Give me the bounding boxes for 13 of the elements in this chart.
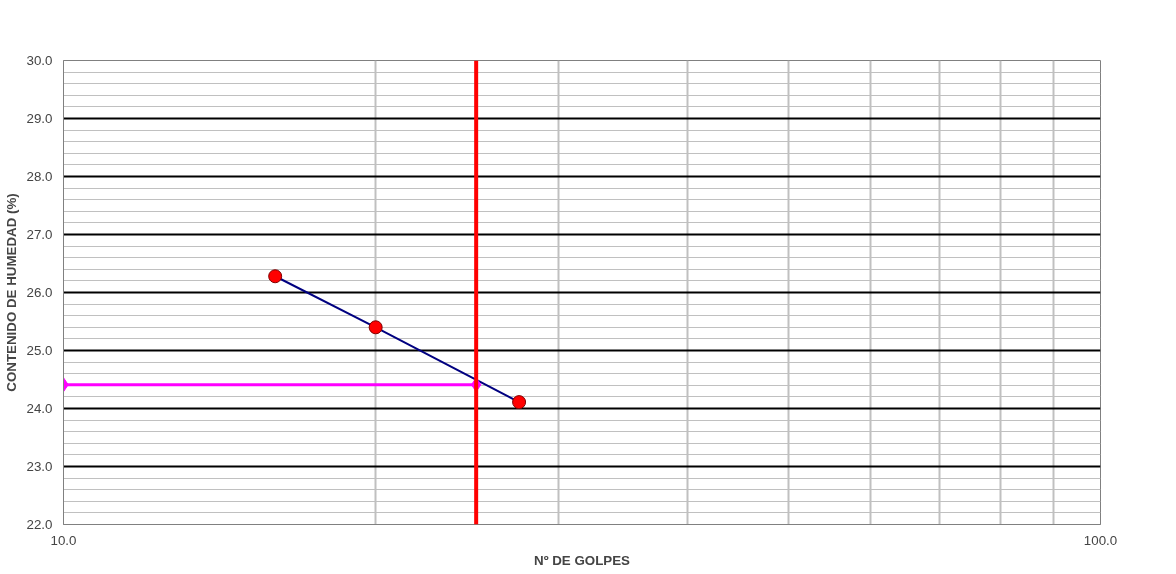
x-tick-label: 100.0 xyxy=(1083,532,1118,548)
y-axis-title: CONTENIDO DE HUMEDAD (%) xyxy=(3,193,19,392)
y-tick-label: 22.0 xyxy=(26,517,53,532)
y-tick-label: 29.0 xyxy=(26,111,53,126)
y-tick-label: 28.0 xyxy=(26,169,53,184)
x-tick-label: 10.0 xyxy=(50,532,77,548)
y-tick-label: 23.0 xyxy=(26,459,53,474)
y-tick-label: 26.0 xyxy=(26,285,53,300)
y-tick-label: 30.0 xyxy=(26,53,53,68)
y-tick-label: 27.0 xyxy=(26,227,53,242)
y-tick-label: 25.0 xyxy=(26,343,53,358)
y-tick-label: 24.0 xyxy=(26,401,53,416)
x-axis-title: Nº DE GOLPES xyxy=(534,552,631,568)
